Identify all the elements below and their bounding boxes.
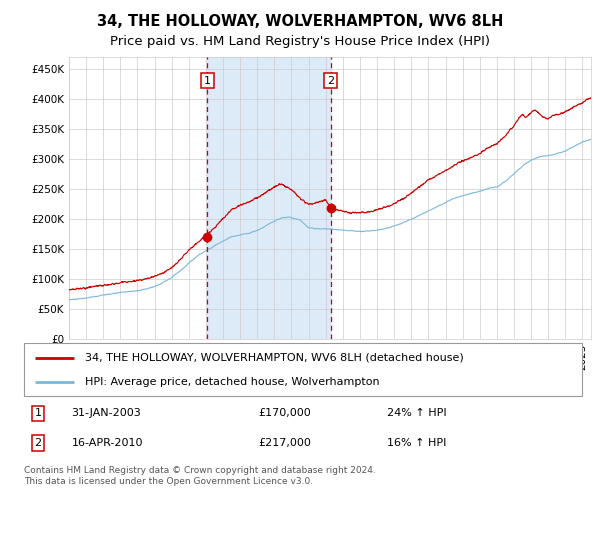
Text: £170,000: £170,000 <box>259 408 311 418</box>
Text: £217,000: £217,000 <box>259 438 311 448</box>
Text: 34, THE HOLLOWAY, WOLVERHAMPTON, WV6 8LH (detached house): 34, THE HOLLOWAY, WOLVERHAMPTON, WV6 8LH… <box>85 353 464 363</box>
Text: 2: 2 <box>327 76 334 86</box>
Text: HPI: Average price, detached house, Wolverhampton: HPI: Average price, detached house, Wolv… <box>85 377 380 387</box>
Text: 31-JAN-2003: 31-JAN-2003 <box>71 408 141 418</box>
Text: 34, THE HOLLOWAY, WOLVERHAMPTON, WV6 8LH: 34, THE HOLLOWAY, WOLVERHAMPTON, WV6 8LH <box>97 14 503 29</box>
Text: 1: 1 <box>204 76 211 86</box>
Text: 2: 2 <box>34 438 41 448</box>
Text: 24% ↑ HPI: 24% ↑ HPI <box>387 408 446 418</box>
Bar <box>207 57 331 339</box>
Text: 16% ↑ HPI: 16% ↑ HPI <box>387 438 446 448</box>
Text: 16-APR-2010: 16-APR-2010 <box>71 438 143 448</box>
Text: Price paid vs. HM Land Registry's House Price Index (HPI): Price paid vs. HM Land Registry's House … <box>110 35 490 48</box>
Text: 1: 1 <box>34 408 41 418</box>
Text: Contains HM Land Registry data © Crown copyright and database right 2024.
This d: Contains HM Land Registry data © Crown c… <box>24 466 376 486</box>
